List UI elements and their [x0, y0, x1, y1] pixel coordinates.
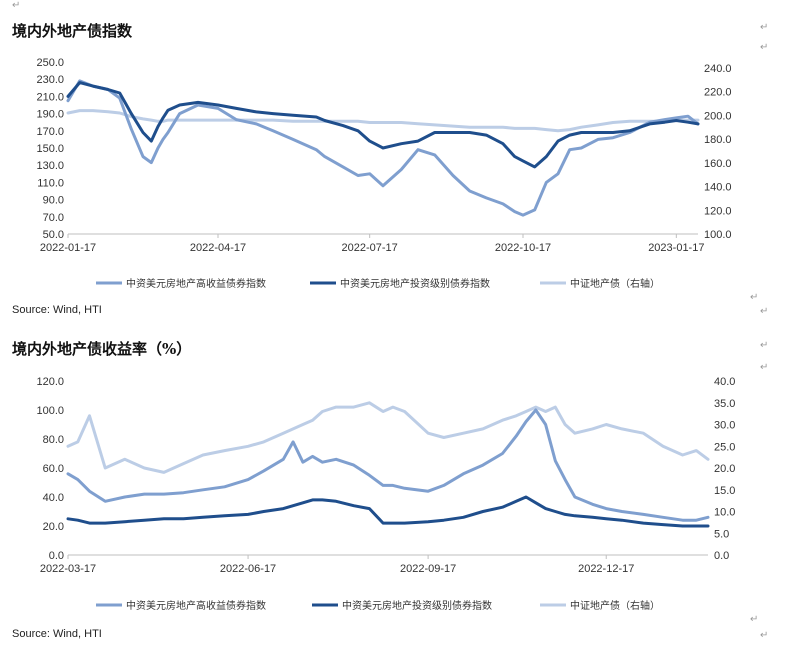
chart1: 50.0 70.0 90.0 110.0 130.0 150.0 170.0 190.0 210…: [36, 57, 732, 290]
paragraph-mark: ↵: [12, 0, 21, 11]
x-tick-label: 2022-04-17: [190, 242, 246, 254]
paragraph-mark: ↵: [760, 340, 769, 351]
y-left-tick-label: 210.0: [36, 91, 64, 103]
y-left-tick-label: 90.0: [43, 195, 64, 207]
series-line-investment-grade: [66, 495, 710, 528]
legend-label: 中证地产债（右轴）: [570, 599, 660, 612]
chart2-title: 境内外地产债收益率（%）: [12, 340, 192, 358]
y-left-tick-label: 150.0: [36, 143, 64, 155]
y-left-tick-label: 0.0: [49, 550, 64, 562]
y-right-tick-label: 240.0: [704, 63, 732, 75]
y-right-tick-label: 30.0: [714, 420, 735, 432]
y-right-tick-label: 100.0: [704, 229, 732, 241]
y-right-tick-label: 140.0: [704, 182, 732, 194]
y-left-tick-label: 100.0: [36, 405, 64, 417]
legend-label: 中资美元房地产高收益债券指数: [126, 599, 266, 612]
y-left-tick-label: 20.0: [43, 521, 64, 533]
y-right-tick-label: 220.0: [704, 87, 732, 99]
chart1-title: 境内外地产债指数: [12, 22, 133, 40]
x-tick-label: 2022-06-17: [220, 563, 276, 575]
y-left-tick-label: 170.0: [36, 126, 64, 138]
chart2-source: Source: Wind, HTI: [12, 628, 102, 640]
series-line-high-yield: [66, 408, 710, 522]
series-line-onshore: [66, 401, 710, 474]
y-left-tick-label: 130.0: [36, 160, 64, 172]
x-tick-label: 2022-01-17: [40, 242, 96, 254]
chart1-source: Source: Wind, HTI: [12, 304, 102, 316]
series-line-high-yield: [66, 79, 700, 217]
paragraph-mark: ↵: [760, 630, 769, 641]
y-left-tick-label: 70.0: [43, 212, 64, 224]
chart2: 0.0 20.0 40.0 60.0 80.0 100.0 120.0 0.0 5.0 10.0 1…: [36, 376, 735, 612]
series-line-investment-grade: [66, 81, 700, 169]
x-tick-label: 2022-07-17: [342, 242, 398, 254]
y-left-tick-label: 120.0: [36, 376, 64, 388]
paragraph-mark: ↵: [750, 292, 759, 303]
legend-label: 中资美元房地产投资级别债券指数: [340, 277, 490, 290]
y-right-tick-label: 35.0: [714, 398, 735, 410]
y-left-tick-label: 230.0: [36, 74, 64, 86]
legend-label: 中资美元房地产投资级别债券指数: [342, 599, 492, 612]
paragraph-mark: ↵: [760, 22, 769, 33]
y-right-tick-label: 160.0: [704, 158, 732, 170]
y-left-tick-label: 110.0: [37, 177, 64, 189]
y-right-tick-label: 25.0: [714, 441, 735, 453]
legend-label: 中证地产债（右轴）: [570, 277, 660, 290]
y-left-tick-label: 250.0: [36, 57, 64, 69]
y-right-tick-label: 120.0: [704, 205, 732, 217]
y-right-tick-label: 15.0: [714, 485, 735, 497]
x-tick-label: 2023-01-17: [648, 242, 704, 254]
y-right-tick-label: 40.0: [714, 376, 735, 388]
y-right-tick-label: 200.0: [704, 110, 732, 122]
y-left-tick-label: 80.0: [43, 434, 64, 446]
y-right-tick-label: 5.0: [714, 528, 729, 540]
paragraph-mark: ↵: [760, 306, 769, 317]
y-left-tick-label: 190.0: [36, 109, 64, 121]
series-line-onshore: [66, 109, 700, 133]
y-left-tick-label: 40.0: [43, 492, 64, 504]
paragraph-mark: ↵: [760, 362, 769, 373]
paragraph-mark: ↵: [750, 614, 759, 625]
y-left-tick-label: 60.0: [43, 463, 64, 475]
x-tick-label: 2022-12-17: [578, 563, 634, 575]
y-right-tick-label: 180.0: [704, 134, 732, 146]
x-tick-label: 2022-09-17: [400, 563, 456, 575]
y-left-tick-label: 50.0: [43, 229, 64, 241]
x-tick-label: 2022-10-17: [495, 242, 551, 254]
legend-label: 中资美元房地产高收益债券指数: [126, 277, 266, 290]
paragraph-mark: ↵: [760, 42, 769, 53]
y-right-tick-label: 0.0: [714, 550, 729, 562]
x-tick-label: 2022-03-17: [40, 563, 96, 575]
y-right-tick-label: 10.0: [714, 507, 735, 519]
y-right-tick-label: 20.0: [714, 463, 735, 475]
